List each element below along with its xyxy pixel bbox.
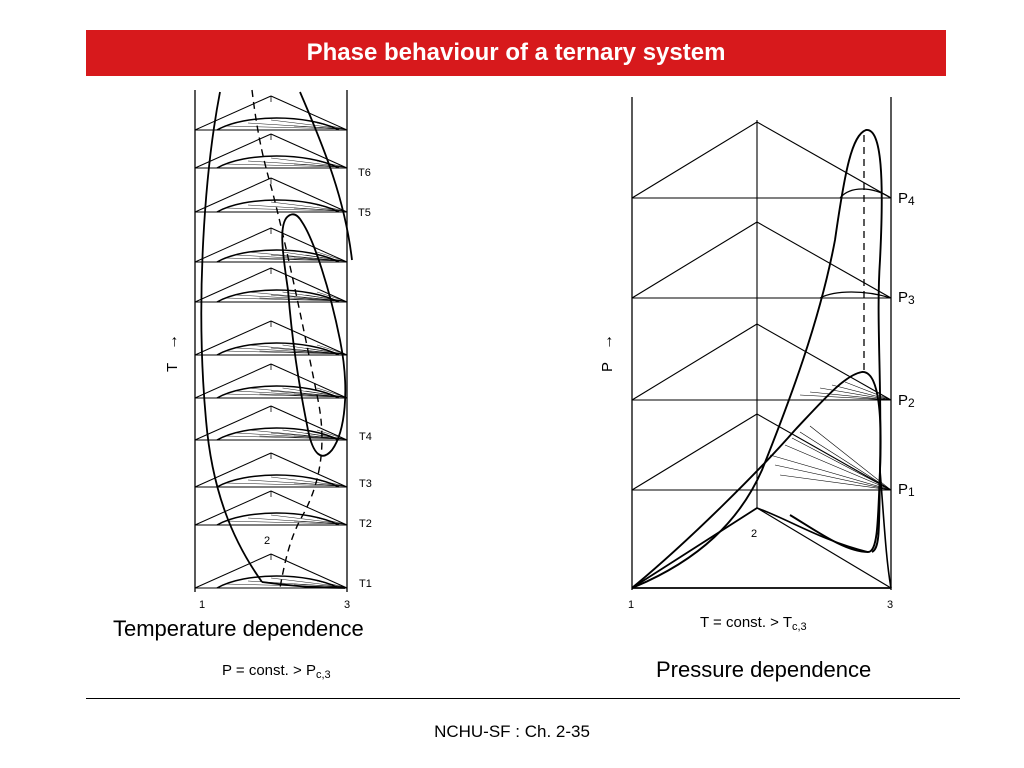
level-label-t6: T6 — [358, 167, 371, 179]
temperature-layer — [194, 405, 348, 441]
axis-arrow-icon: → — [164, 334, 181, 350]
corner-label-2: 2 — [751, 528, 757, 540]
axis-label-p: P — [599, 362, 616, 372]
right-caption: Pressure dependence — [656, 657, 872, 682]
temperature-layer — [194, 363, 348, 399]
level-label-t2: T2 — [359, 518, 372, 530]
temperature-layer — [194, 177, 348, 213]
level-label-p4: P4 — [898, 190, 915, 208]
footer-text: NCHU-SF : Ch. 2-35 — [434, 722, 590, 741]
pressure-dependence-diagram: P4 P3 P2 P1 1 2 3 P → — [599, 97, 915, 611]
level-label-p2: P2 — [898, 392, 915, 410]
level-label-t3: T3 — [359, 478, 372, 490]
temperature-dependence-diagram: T6 T5 T4 T3 T2 T1 1 2 3 T → — [164, 89, 372, 611]
corner-label-1: 1 — [199, 599, 205, 611]
corner-label-3: 3 — [344, 599, 350, 611]
level-label-p1: P1 — [898, 481, 915, 499]
pressure-layer — [631, 323, 892, 401]
temperature-layer — [194, 267, 348, 303]
right-condition-text: T = const. > T — [700, 614, 792, 631]
level-label-t1: T1 — [359, 578, 372, 590]
temperature-layer — [194, 490, 348, 526]
right-condition: T = const. > Tc,3 — [700, 614, 807, 633]
left-condition-text: P = const. > P — [222, 662, 316, 679]
slide-title: Phase behaviour of a ternary system — [306, 39, 726, 66]
axis-arrow-icon: → — [599, 334, 616, 350]
temperature-layer — [194, 227, 348, 263]
level-label-t4: T4 — [359, 431, 372, 443]
footer-divider — [86, 698, 960, 699]
temperature-layer — [194, 452, 348, 488]
left-condition-subscript: c,3 — [315, 669, 331, 681]
level-label-t5: T5 — [358, 207, 371, 219]
temperature-layer — [194, 553, 348, 589]
axis-label-t: T — [164, 363, 181, 372]
left-condition: P = const. > Pc,3 — [222, 662, 331, 681]
temperature-layer — [194, 320, 348, 356]
pressure-layer — [631, 221, 892, 299]
level-label-p3: P3 — [898, 289, 915, 307]
corner-label-2: 2 — [264, 535, 270, 547]
right-condition-subscript: c,3 — [792, 621, 807, 633]
corner-label-3: 3 — [887, 599, 893, 611]
left-caption: Temperature dependence — [113, 616, 364, 641]
pressure-layer — [631, 121, 892, 199]
corner-label-1: 1 — [628, 599, 634, 611]
temperature-layer — [194, 133, 348, 169]
title-bar: Phase behaviour of a ternary system — [86, 30, 946, 76]
